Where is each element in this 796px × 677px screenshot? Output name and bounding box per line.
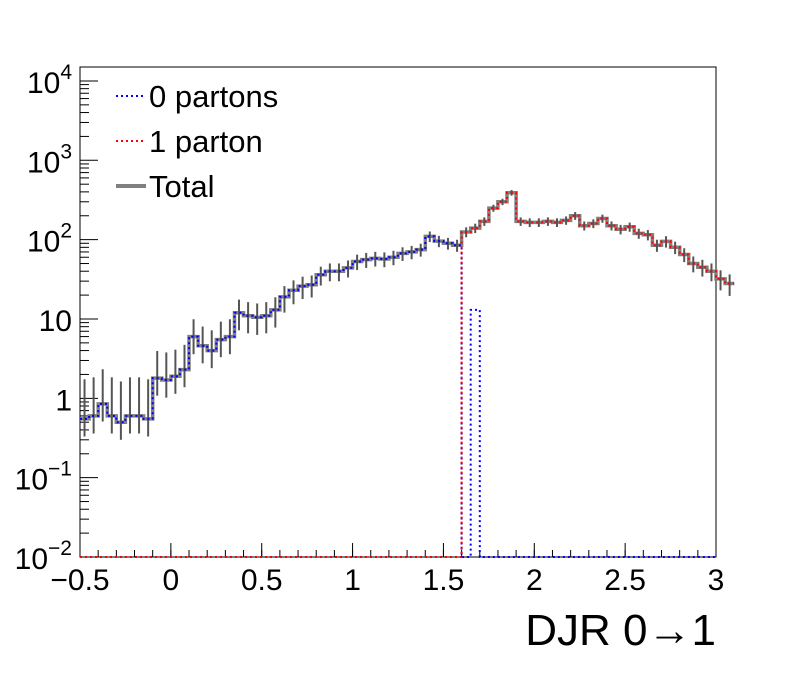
x-tick-label: 1.5 [423, 564, 465, 597]
x-tick-label: −0.5 [50, 564, 109, 597]
x-axis-title: DJR 0→1 [525, 606, 716, 655]
legend-label: Total [149, 169, 214, 204]
y-axis-ticks: 10−2 10−1 1 10 102 103 104 [15, 61, 98, 576]
y-tick-label: 10−2 [15, 537, 72, 576]
y-tick-label: 104 [27, 61, 72, 100]
legend-label: 1 parton [149, 124, 263, 159]
x-tick-label: 2.5 [604, 564, 646, 597]
y-tick-label: 102 [27, 220, 72, 259]
series-total-line [80, 191, 735, 424]
y-tick-label: 103 [27, 140, 72, 179]
series-0-partons-line [80, 235, 716, 558]
y-tick-label: 1 [55, 384, 72, 417]
x-tick-label: 1 [344, 564, 361, 597]
plot-frame [79, 66, 717, 558]
series-layer [80, 190, 735, 558]
x-tick-label: 2 [526, 564, 543, 597]
x-tick-label: 3 [708, 564, 725, 597]
legend: 0 partons 1 parton Total [116, 79, 278, 204]
x-tick-label: 0 [163, 564, 180, 597]
series-1-parton-line [80, 191, 735, 558]
x-tick-label: 0.5 [241, 564, 283, 597]
x-axis-ticks: −0.5 0 0.5 1 1.5 2 2.5 3 [50, 543, 724, 597]
legend-label: 0 partons [149, 79, 278, 114]
y-tick-label: 10−1 [15, 458, 72, 497]
y-tick-label: 10 [39, 305, 72, 338]
